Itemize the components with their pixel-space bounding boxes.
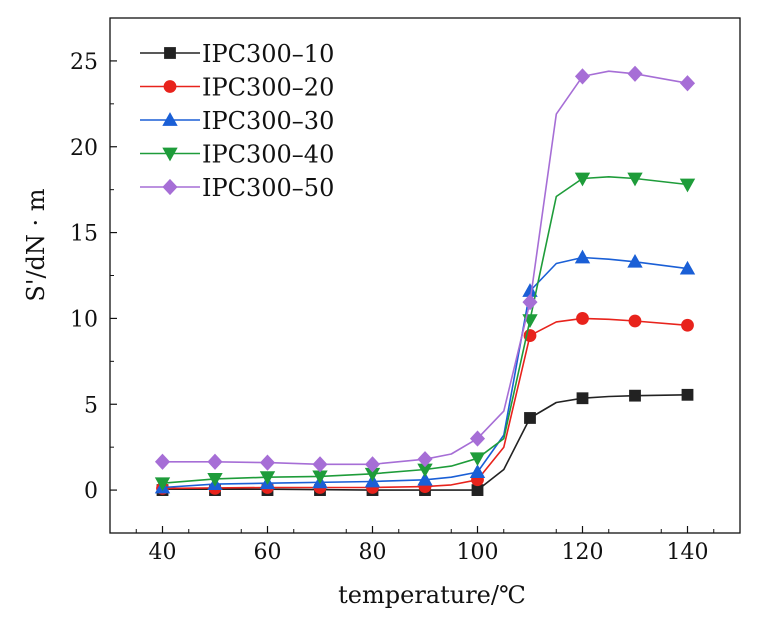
data-point-ipc300-10 xyxy=(681,388,694,401)
data-point-ipc300-40 xyxy=(259,471,276,486)
legend-label: IPC300–50 xyxy=(202,174,334,202)
data-point-ipc300-20 xyxy=(681,318,694,332)
series-ipc300-30 xyxy=(154,249,696,494)
data-point-ipc300-40 xyxy=(207,473,223,487)
data-point-ipc300-50 xyxy=(417,451,433,468)
data-point-ipc300-40 xyxy=(154,477,171,492)
data-point-ipc300-30 xyxy=(574,249,591,264)
series-line-ipc300-30 xyxy=(162,256,688,489)
data-point-ipc300-10 xyxy=(524,412,536,424)
y-tick-label: 10 xyxy=(70,307,98,332)
series-layer xyxy=(154,65,696,496)
legend-item-ipc300-10: IPC300–10 xyxy=(140,40,334,68)
x-tick-label: 100 xyxy=(457,540,499,565)
x-tick-label: 60 xyxy=(254,540,282,565)
legend-item-ipc300-40: IPC300–40 xyxy=(140,141,334,169)
data-point-ipc300-30 xyxy=(417,471,433,486)
series-line-ipc300-40 xyxy=(162,176,688,484)
legend-item-ipc300-30: IPC300–30 xyxy=(140,107,334,135)
data-point-ipc300-50 xyxy=(154,453,171,470)
legend-marker xyxy=(162,147,178,162)
y-tick-label: 25 xyxy=(70,50,98,75)
data-point-ipc300-50 xyxy=(522,294,538,311)
y-tick-label: 5 xyxy=(84,393,98,418)
data-point-ipc300-50 xyxy=(207,453,223,470)
data-point-ipc300-50 xyxy=(259,454,276,471)
data-point-ipc300-40 xyxy=(469,452,486,467)
y-tick-label: 15 xyxy=(70,222,98,247)
data-point-ipc300-20 xyxy=(576,312,589,325)
data-point-ipc300-30 xyxy=(469,464,486,478)
legend-label: IPC300–10 xyxy=(202,40,334,68)
data-point-ipc300-40 xyxy=(679,178,696,193)
y-tick-label: 20 xyxy=(70,136,98,161)
data-point-ipc300-40 xyxy=(574,172,591,187)
x-tick-label: 80 xyxy=(359,540,387,565)
y-tick-label: 0 xyxy=(84,479,98,504)
x-tick-label: 120 xyxy=(562,540,604,565)
data-point-ipc300-50 xyxy=(627,65,643,82)
legend-marker xyxy=(163,80,177,93)
data-point-ipc300-50 xyxy=(679,75,696,92)
legend: IPC300–10 IPC300–20 IPC300–30 IPC300–40 IPC3… xyxy=(140,40,334,202)
series-ipc300-50 xyxy=(154,65,696,473)
legend-item-ipc300-20: IPC300–20 xyxy=(140,74,334,102)
data-point-ipc300-40 xyxy=(627,172,643,187)
x-tick-label: 40 xyxy=(149,540,177,565)
data-point-ipc300-50 xyxy=(574,68,591,85)
y-axis-label: S'/dN · m xyxy=(22,188,50,301)
x-axis-label: temperature/℃ xyxy=(338,581,526,609)
legend-marker xyxy=(164,47,176,59)
axis-ticks: 40 60 80 100 120 140 0 5 10 15 20 25 xyxy=(70,50,715,565)
series-line-ipc300-10 xyxy=(162,394,688,491)
legend-label: IPC300–40 xyxy=(202,141,334,169)
legend-marker xyxy=(162,178,178,196)
data-point-ipc300-10 xyxy=(629,389,641,402)
data-point-ipc300-50 xyxy=(364,456,381,473)
data-point-ipc300-30 xyxy=(679,260,696,275)
legend-label: IPC300–30 xyxy=(202,107,334,135)
legend-label: IPC300–20 xyxy=(202,74,334,102)
data-point-ipc300-10 xyxy=(576,392,589,405)
data-point-ipc300-20 xyxy=(628,314,642,328)
data-point-ipc300-50 xyxy=(469,430,486,447)
data-point-ipc300-10 xyxy=(471,484,484,496)
data-point-ipc300-30 xyxy=(627,253,643,268)
legend-item-ipc300-50: IPC300–50 xyxy=(140,174,334,202)
legend-marker xyxy=(162,112,178,126)
x-tick-label: 140 xyxy=(667,540,709,565)
series-ipc300-40 xyxy=(154,172,696,492)
data-point-ipc300-50 xyxy=(312,456,328,473)
